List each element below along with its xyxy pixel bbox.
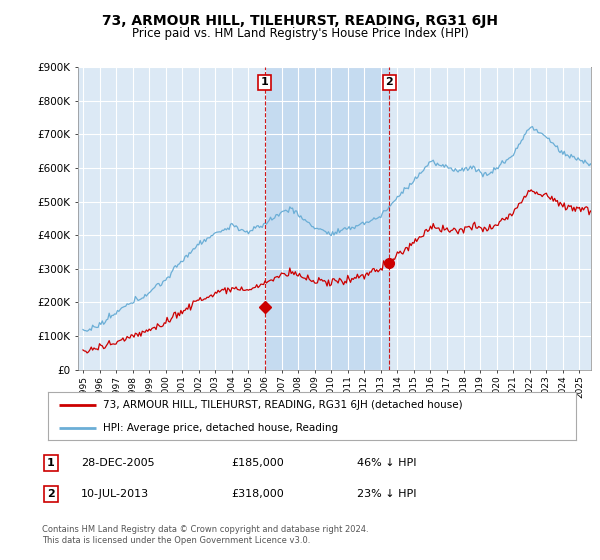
Text: 73, ARMOUR HILL, TILEHURST, READING, RG31 6JH: 73, ARMOUR HILL, TILEHURST, READING, RG3… (102, 14, 498, 28)
Text: 1: 1 (47, 458, 55, 468)
Text: 1: 1 (261, 77, 269, 87)
Text: 46% ↓ HPI: 46% ↓ HPI (357, 458, 416, 468)
Bar (265, 67, 389, 370)
Text: Contains HM Land Registry data © Crown copyright and database right 2024.
This d: Contains HM Land Registry data © Crown c… (42, 525, 368, 545)
Text: 28-DEC-2005: 28-DEC-2005 (81, 458, 155, 468)
Text: 2: 2 (47, 489, 55, 499)
Text: 23% ↓ HPI: 23% ↓ HPI (357, 489, 416, 499)
Text: 73, ARMOUR HILL, TILEHURST, READING, RG31 6JH (detached house): 73, ARMOUR HILL, TILEHURST, READING, RG3… (103, 400, 463, 410)
Text: £318,000: £318,000 (231, 489, 284, 499)
Text: 2: 2 (386, 77, 394, 87)
Text: 10-JUL-2013: 10-JUL-2013 (81, 489, 149, 499)
Text: Price paid vs. HM Land Registry's House Price Index (HPI): Price paid vs. HM Land Registry's House … (131, 27, 469, 40)
Text: HPI: Average price, detached house, Reading: HPI: Average price, detached house, Read… (103, 423, 338, 433)
Text: £185,000: £185,000 (231, 458, 284, 468)
